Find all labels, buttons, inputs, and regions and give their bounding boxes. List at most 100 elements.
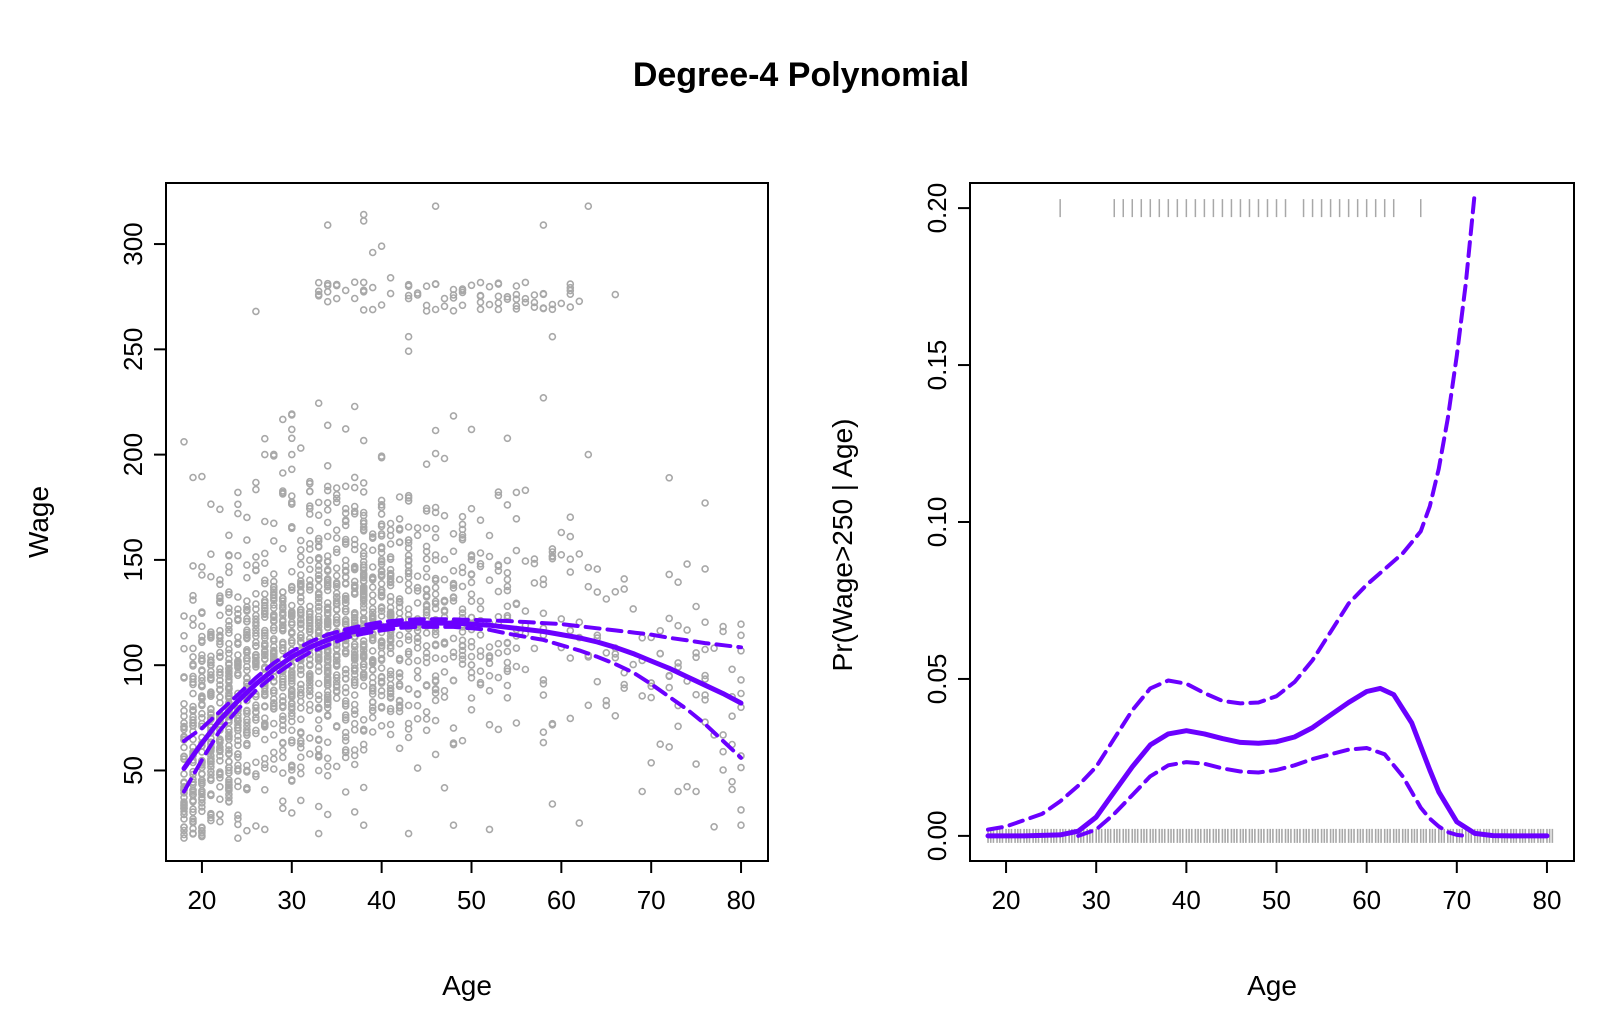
scatter-point <box>467 642 476 651</box>
scatter-point <box>305 583 314 591</box>
scatter-point <box>341 594 350 603</box>
scatter-point <box>198 472 206 481</box>
scatter-point <box>377 496 386 505</box>
scatter-point <box>287 705 296 713</box>
scatter-point <box>476 549 485 557</box>
scatter-point <box>692 602 700 611</box>
scatter-point <box>278 692 287 701</box>
scatter-point <box>404 636 413 644</box>
left-x-axis: 20 30 40 50 60 70 80 <box>187 861 756 915</box>
scatter-point <box>350 719 359 728</box>
scatter-point <box>332 681 341 689</box>
scatter-point <box>180 826 188 835</box>
lower-band-line <box>182 624 743 794</box>
scatter-point <box>216 736 224 745</box>
scatter-point <box>234 750 242 759</box>
scatter-point <box>368 655 377 664</box>
scatter-point <box>665 743 674 751</box>
scatter-point <box>386 603 395 612</box>
scatter-point <box>225 588 233 596</box>
scatter-point <box>386 636 395 644</box>
scatter-point <box>243 631 251 640</box>
scatter-point <box>252 822 260 830</box>
scatter-point <box>243 513 251 522</box>
scatter-point <box>440 783 449 792</box>
scatter-point <box>404 551 413 560</box>
scatter-point <box>665 473 674 482</box>
scatter-point <box>683 782 691 791</box>
scatter-point <box>332 593 341 601</box>
left-y-axis: 50 100 150 200 250 300 <box>118 222 166 785</box>
scatter-point <box>287 500 296 508</box>
scatter-point <box>404 610 413 619</box>
scatter-point <box>431 597 440 606</box>
scatter-point <box>269 649 278 658</box>
scatter-point <box>539 691 548 699</box>
scatter-point <box>305 487 314 496</box>
fit-lines <box>181 617 744 794</box>
scatter-point <box>539 738 548 747</box>
scatter-point <box>260 650 269 659</box>
scatter-point <box>341 788 350 796</box>
scatter-point <box>566 654 575 662</box>
scatter-point <box>252 307 260 316</box>
scatter-point <box>638 633 647 642</box>
scatter-point <box>234 732 242 740</box>
scatter-point <box>341 728 350 737</box>
scatter-point <box>341 592 350 600</box>
scatter-point <box>314 582 323 591</box>
scatter-point <box>314 498 323 507</box>
scatter-point <box>737 821 745 830</box>
scatter-point <box>377 242 386 250</box>
scatter-point <box>359 436 368 445</box>
scatter-point <box>611 290 620 299</box>
scatter-point <box>467 590 476 599</box>
scatter-point <box>377 591 386 600</box>
scatter-point <box>260 450 269 459</box>
scatter-point <box>278 469 287 477</box>
scatter-point <box>440 302 449 311</box>
scatter-point <box>252 632 260 641</box>
scatter-point <box>296 704 305 712</box>
scatter-point <box>728 785 736 794</box>
scatter-point <box>341 538 350 546</box>
scatter-point <box>189 621 197 630</box>
scatter-point <box>305 502 314 510</box>
scatter-point <box>341 753 350 762</box>
scatter-point <box>314 612 323 621</box>
scatter-point <box>225 629 233 637</box>
scatter-point <box>449 740 458 749</box>
scatter-point <box>180 743 188 752</box>
scatter-point <box>629 605 638 613</box>
scatter-point <box>180 755 188 764</box>
scatter-point <box>314 278 323 287</box>
right-x-tick-label: 50 <box>1262 885 1291 915</box>
scatter-point <box>332 762 341 771</box>
scatter-point <box>234 834 242 843</box>
scatter-point <box>530 298 539 307</box>
scatter-point <box>341 688 350 697</box>
scatter-point <box>359 650 368 659</box>
scatter-point <box>395 673 404 681</box>
scatter-point <box>431 426 440 435</box>
scatter-point <box>503 639 512 648</box>
scatter-point <box>198 709 206 718</box>
right-x-tick-label: 70 <box>1442 885 1471 915</box>
scatter-point <box>674 787 682 796</box>
scatter-point <box>458 286 467 295</box>
scatter-point <box>476 305 485 314</box>
scatter-point <box>494 488 503 496</box>
scatter-point <box>341 736 350 745</box>
scatter-point <box>431 280 440 288</box>
scatter-point <box>296 680 305 689</box>
scatter-point <box>701 695 709 704</box>
scatter-point <box>323 221 332 229</box>
scatter-point <box>260 720 269 728</box>
scatter-point <box>512 719 521 727</box>
scatter-point <box>350 710 359 719</box>
left-x-tick-label: 60 <box>547 885 576 915</box>
scatter-point <box>225 568 233 577</box>
scatter-point <box>413 572 422 581</box>
scatter-point <box>422 460 431 469</box>
scatter-point <box>350 509 359 518</box>
